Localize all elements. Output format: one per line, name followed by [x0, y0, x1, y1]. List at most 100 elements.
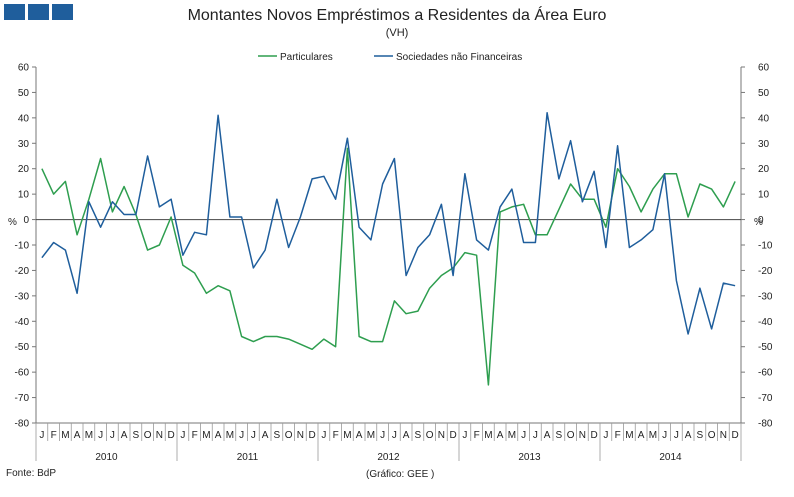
year-label: 2010: [95, 452, 118, 463]
x-tick-label: J: [662, 430, 667, 441]
legend-label-particulares: Particulares: [280, 52, 333, 63]
x-tick-label: D: [168, 430, 175, 441]
x-tick-label: O: [144, 430, 152, 441]
year-label: 2012: [377, 452, 400, 463]
legend-label-sociedades: Sociedades não Financeiras: [396, 52, 522, 63]
y-tick-label-left: -60: [15, 368, 30, 379]
x-tick-label: D: [450, 430, 457, 441]
source-note: Fonte: BdP: [6, 468, 57, 479]
year-label: 2011: [237, 452, 259, 463]
chart-title: Montantes Novos Empréstimos a Residentes…: [187, 7, 607, 24]
bdp-logo-icon: [4, 4, 73, 20]
y-tick-label-right: 40: [758, 113, 770, 124]
y-axis-label-left: %: [8, 217, 17, 228]
x-tick-label: M: [625, 430, 633, 441]
y-tick-label-right: -30: [758, 291, 773, 302]
x-tick-label: D: [732, 430, 739, 441]
x-tick-label: N: [579, 430, 586, 441]
x-tick-label: J: [180, 430, 185, 441]
y-tick-label-right: -10: [758, 241, 773, 252]
y-tick-label-right: -70: [758, 393, 773, 404]
x-tick-label: J: [380, 430, 385, 441]
y-tick-label-left: 60: [18, 63, 30, 74]
year-label: 2014: [659, 452, 682, 463]
x-tick-label: M: [367, 430, 375, 441]
x-tick-label: A: [497, 430, 504, 441]
y-tick-label-left: 0: [23, 215, 29, 226]
logo-block-2: [28, 4, 49, 20]
x-tick-label: J: [98, 430, 103, 441]
x-tick-label: M: [85, 430, 93, 441]
y-tick-label-right: -60: [758, 368, 773, 379]
x-tick-label: F: [51, 430, 57, 441]
year-label: 2013: [518, 452, 541, 463]
x-tick-label: O: [567, 430, 575, 441]
y-tick-label-right: -40: [758, 317, 773, 328]
x-tick-label: A: [356, 430, 363, 441]
x-tick-label: M: [61, 430, 69, 441]
y-tick-label-right: 10: [758, 190, 770, 201]
x-tick-label: M: [508, 430, 516, 441]
y-tick-label-right: 20: [758, 164, 770, 175]
x-tick-label: M: [202, 430, 210, 441]
x-tick-label: O: [285, 430, 293, 441]
x-tick-label: A: [403, 430, 410, 441]
x-tick-label: S: [274, 430, 281, 441]
x-tick-label: M: [484, 430, 492, 441]
x-tick-label: A: [638, 430, 645, 441]
y-axis-label-right: %: [754, 217, 763, 228]
y-tick-label-left: -80: [15, 419, 30, 430]
y-tick-label-left: 30: [18, 139, 30, 150]
x-tick-label: J: [239, 430, 244, 441]
x-tick-label: A: [262, 430, 269, 441]
y-tick-label-right: 60: [758, 63, 770, 74]
x-tick-label: J: [674, 430, 679, 441]
y-tick-label-right: 0: [758, 215, 764, 226]
y-tick-label-right: -80: [758, 419, 773, 430]
x-tick-label: A: [74, 430, 81, 441]
x-tick-label: N: [297, 430, 304, 441]
x-tick-label: N: [720, 430, 727, 441]
x-tick-label: F: [615, 430, 621, 441]
x-tick-label: J: [462, 430, 467, 441]
y-tick-label-right: 30: [758, 139, 770, 150]
x-tick-label: M: [649, 430, 657, 441]
logo-block-3: [52, 4, 73, 20]
y-tick-label-right: -50: [758, 342, 773, 353]
x-tick-label: D: [591, 430, 598, 441]
x-tick-label: S: [415, 430, 422, 441]
x-tick-label: A: [685, 430, 692, 441]
series-line-sociedades: [41, 112, 736, 335]
x-tick-label: J: [39, 430, 44, 441]
x-tick-label: A: [215, 430, 222, 441]
y-tick-label-left: -70: [15, 393, 30, 404]
chart-subtitle: (VH): [385, 27, 409, 39]
x-tick-label: M: [343, 430, 351, 441]
x-tick-label: F: [474, 430, 480, 441]
x-tick-label: F: [192, 430, 198, 441]
y-tick-label-left: -30: [15, 291, 30, 302]
x-tick-label: J: [603, 430, 608, 441]
series-line-particulares: [41, 147, 736, 386]
y-tick-label-right: 50: [758, 88, 770, 99]
x-tick-label: J: [521, 430, 526, 441]
y-tick-label-left: -20: [15, 266, 30, 277]
x-tick-label: J: [392, 430, 397, 441]
y-tick-label-left: 20: [18, 164, 30, 175]
x-tick-label: M: [226, 430, 234, 441]
x-tick-label: J: [110, 430, 115, 441]
x-tick-label: S: [133, 430, 140, 441]
x-tick-label: S: [556, 430, 563, 441]
y-tick-label-left: 50: [18, 88, 30, 99]
logo-block-1: [4, 4, 25, 20]
x-tick-label: O: [708, 430, 716, 441]
chart-credit: (Gráfico: GEE ): [366, 469, 435, 480]
y-tick-label-left: 10: [18, 190, 30, 201]
x-tick-label: N: [438, 430, 445, 441]
y-tick-label-left: -10: [15, 241, 30, 252]
x-tick-label: A: [121, 430, 128, 441]
x-tick-label: J: [321, 430, 326, 441]
x-tick-label: O: [426, 430, 434, 441]
y-tick-label-left: 40: [18, 113, 30, 124]
